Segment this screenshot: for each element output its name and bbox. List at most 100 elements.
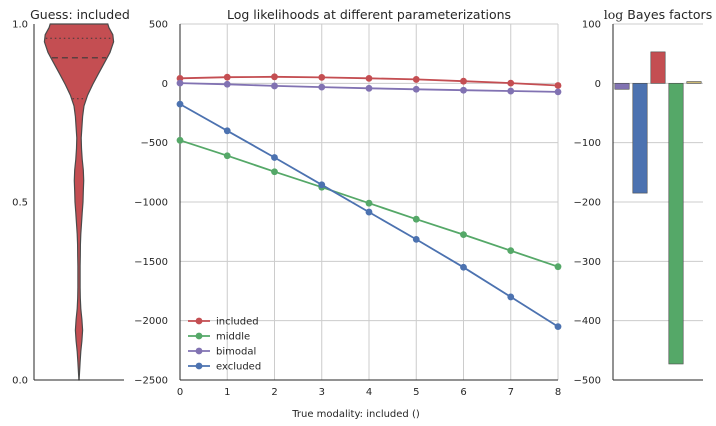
x-tick-label: 2 (271, 387, 277, 398)
data-point-excluded (412, 235, 420, 243)
violin-y-tick-label: 0.5 (12, 198, 28, 209)
data-point-excluded (176, 100, 184, 108)
bar-chart-title-rest: Bayes factors (623, 7, 712, 22)
data-point-excluded (554, 323, 562, 330)
bar-included (650, 51, 666, 84)
data-point-included (412, 76, 420, 83)
x-tick-label: 0 (177, 387, 183, 398)
data-point-bimodal (507, 87, 515, 95)
series-included (176, 73, 562, 89)
data-point-included (365, 74, 373, 82)
bar-y-tick-label: 100 (582, 20, 601, 31)
data-point-bimodal (176, 79, 184, 87)
legend-item-middle: middle (188, 332, 250, 343)
bar-panel: log Bayes factors 100 0 −100 −200 −300 −400 −5… (574, 7, 713, 387)
y-tick-label: −500 (141, 138, 168, 149)
data-point-middle (412, 215, 420, 223)
violin-title: Guess: included (30, 7, 130, 22)
violin-y-tick-label: 1.0 (12, 20, 28, 31)
violin-y-tick-label: 0.0 (12, 376, 28, 387)
data-point-middle (365, 199, 373, 207)
violin-shape (43, 23, 115, 381)
data-point-middle (176, 136, 184, 144)
legend-swatch-marker (195, 317, 203, 325)
line-x-ticks: 0 1 2 3 4 5 6 7 8 (177, 387, 561, 398)
legend: included middle bimodal excluded (188, 317, 261, 373)
legend-swatch-marker (195, 332, 203, 340)
data-point-included (507, 79, 515, 87)
data-point-included (460, 77, 467, 85)
legend-item-bimodal: bimodal (188, 347, 256, 358)
bar-y-ticks: 100 0 −100 −200 −300 −400 −500 (574, 20, 601, 387)
data-point-included (318, 74, 326, 81)
bar-chart-title: log Bayes factors (604, 7, 712, 22)
violin-y-ticks: 0.0 0.5 1.0 (12, 20, 28, 387)
x-tick-label: 3 (319, 387, 325, 398)
data-point-included (271, 73, 278, 81)
bar-y-tick-label: −200 (574, 198, 601, 209)
x-tick-label: 4 (366, 387, 372, 398)
data-point-included (223, 73, 231, 81)
x-tick-label: 1 (224, 387, 230, 398)
y-tick-label: −1000 (134, 198, 168, 209)
data-point-excluded (507, 293, 515, 301)
x-tick-label: 5 (413, 387, 419, 398)
y-tick-label: −2500 (134, 376, 168, 387)
bar-y-tick-label: −300 (574, 257, 601, 268)
data-point-middle (554, 263, 562, 271)
line-chart-title: Log likelihoods at different parameteriz… (227, 7, 511, 22)
legend-label: middle (216, 332, 250, 343)
legend-swatch-marker (195, 347, 203, 355)
bars (614, 51, 702, 365)
bar-y-tick-label: 0 (595, 79, 601, 90)
data-point-excluded (460, 263, 467, 271)
data-point-bimodal (554, 88, 562, 96)
data-point-excluded (223, 127, 231, 135)
bar-bimodal (614, 83, 630, 90)
data-point-middle (507, 247, 515, 255)
series-middle (176, 136, 562, 271)
line-y-ticks: 500 0 −500 −1000 −1500 −2000 −2500 (134, 20, 168, 387)
x-tick-label: 6 (460, 387, 466, 398)
legend-swatch-marker (195, 362, 203, 370)
data-point-included (176, 74, 184, 82)
data-point-bimodal (271, 82, 278, 90)
data-point-bimodal (365, 84, 373, 92)
legend-label: excluded (216, 362, 261, 373)
bar-axes (612, 24, 703, 381)
violin-panel: Guess: included 0.0 0.5 1.0 (12, 7, 130, 387)
data-point-excluded (365, 208, 373, 216)
y-tick-label: 0 (162, 79, 168, 90)
violin-body (43, 23, 115, 381)
x-axis-label: True modality: included () (291, 409, 420, 420)
x-tick-label: 8 (555, 387, 561, 398)
bar-middle (668, 83, 684, 365)
data-point-bimodal (318, 83, 326, 91)
y-tick-label: 500 (149, 20, 168, 31)
line-series (176, 73, 562, 330)
legend-label: bimodal (216, 347, 256, 358)
bar-fifth (686, 81, 702, 84)
series-excluded (176, 100, 562, 330)
series-bimodal (176, 79, 562, 96)
data-point-middle (223, 152, 231, 160)
x-tick-label: 7 (508, 387, 514, 398)
bar-excluded (632, 83, 648, 194)
legend-item-excluded: excluded (188, 362, 261, 373)
data-point-middle (460, 231, 467, 239)
data-point-included (554, 82, 562, 89)
data-point-bimodal (460, 86, 467, 94)
bar-y-tick-label: −100 (574, 138, 601, 149)
line-panel: Log likelihoods at different parameteriz… (134, 7, 562, 420)
violin-y-axis (33, 24, 124, 381)
data-point-bimodal (223, 80, 231, 88)
y-tick-label: −1500 (134, 257, 168, 268)
bar-y-tick-label: −500 (574, 376, 601, 387)
y-tick-label: −2000 (134, 316, 168, 327)
data-point-excluded (318, 181, 326, 189)
bar-y-tick-label: −400 (574, 316, 601, 327)
legend-item-included: included (188, 317, 259, 328)
data-point-middle (271, 168, 278, 176)
data-point-excluded (271, 154, 278, 161)
